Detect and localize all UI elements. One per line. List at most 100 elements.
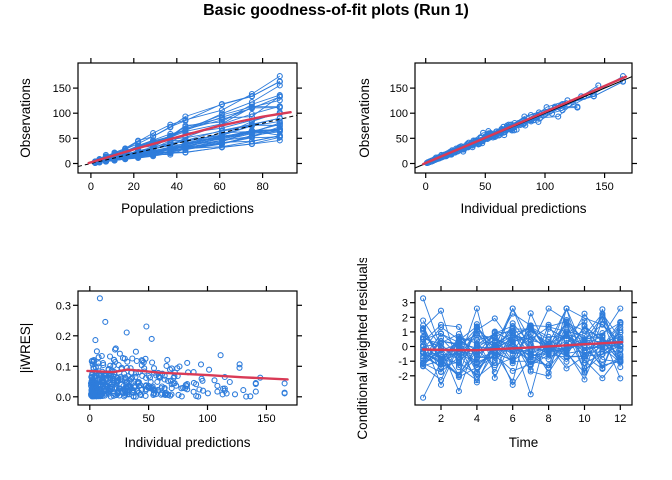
data-point xyxy=(420,317,427,324)
data-point xyxy=(167,123,174,130)
plot-area xyxy=(420,295,624,401)
data-point xyxy=(491,342,498,349)
data-point xyxy=(617,375,624,382)
data-point xyxy=(599,351,606,358)
data-point xyxy=(204,390,211,397)
data-point xyxy=(574,104,581,111)
data-point xyxy=(522,122,529,129)
data-point xyxy=(184,381,191,388)
data-point xyxy=(218,134,225,141)
data-point xyxy=(545,362,552,369)
data-point xyxy=(106,353,114,360)
data-point xyxy=(420,326,427,333)
x-tick-label: 0 xyxy=(88,181,94,193)
data-point xyxy=(581,323,588,330)
data-point xyxy=(455,330,462,338)
data-point xyxy=(509,326,516,333)
data-point xyxy=(455,348,462,355)
data-point xyxy=(617,327,624,334)
data-point xyxy=(167,130,174,137)
axis-ticks xyxy=(410,58,637,178)
y-axis-title: Observations xyxy=(18,78,33,158)
data-point xyxy=(491,374,498,381)
x-tick-label: 150 xyxy=(257,413,275,425)
panel-observations-vs-population-predictions: 0 20 40 60 80 0 50 100 150 Population predictions… xyxy=(18,58,302,216)
data-point xyxy=(473,364,480,371)
data-point xyxy=(527,334,534,341)
data-point xyxy=(509,357,516,364)
data-point xyxy=(437,338,445,345)
data-point xyxy=(218,100,225,108)
data-point xyxy=(581,314,588,322)
data-point xyxy=(473,305,480,312)
x-tick-label: 6 xyxy=(510,413,516,425)
data-points xyxy=(87,295,288,400)
data-point xyxy=(581,347,588,355)
y-tick-label: 2 xyxy=(402,312,408,324)
data-point xyxy=(508,127,516,134)
data-point xyxy=(563,347,570,354)
data-point xyxy=(248,110,255,118)
data-point xyxy=(217,352,224,359)
data-point xyxy=(142,392,149,399)
y-axis-title: Observations xyxy=(357,78,372,158)
data-point xyxy=(491,315,498,322)
data-point xyxy=(150,133,157,140)
data-point xyxy=(162,390,169,397)
data-point xyxy=(455,361,462,368)
data-point xyxy=(420,353,427,360)
x-tick-label: 12 xyxy=(614,413,626,425)
data-point xyxy=(168,381,175,388)
x-tick-label: 80 xyxy=(256,181,268,193)
data-point xyxy=(139,372,146,379)
data-point xyxy=(545,325,552,332)
data-point xyxy=(122,153,129,160)
data-point xyxy=(563,305,570,312)
data-point xyxy=(247,393,254,400)
data-point xyxy=(168,365,175,372)
trend-line xyxy=(87,111,292,165)
data-point xyxy=(138,386,146,393)
x-tick-label: 50 xyxy=(142,413,154,425)
data-point xyxy=(473,377,480,384)
data-point xyxy=(167,121,174,128)
y-tick-label: 50 xyxy=(59,133,71,145)
data-point xyxy=(545,323,552,330)
x-tick-label: 2 xyxy=(438,413,444,425)
data-point xyxy=(114,390,121,397)
data-point xyxy=(88,377,95,384)
data-point xyxy=(164,377,171,384)
data-point xyxy=(437,324,445,331)
data-point xyxy=(599,333,606,340)
data-point xyxy=(555,113,562,120)
data-point xyxy=(95,354,102,361)
data-point xyxy=(276,121,283,128)
data-point xyxy=(182,127,189,134)
data-point xyxy=(545,347,552,354)
data-point xyxy=(161,376,168,383)
data-point xyxy=(455,333,462,340)
data-point xyxy=(527,337,534,344)
data-point xyxy=(176,363,183,370)
data-point xyxy=(182,113,189,120)
data-point xyxy=(146,374,154,381)
data-point xyxy=(276,82,283,89)
data-point xyxy=(164,356,171,363)
data-point xyxy=(100,378,107,385)
y-tick-label: 150 xyxy=(390,83,408,95)
data-point xyxy=(276,97,283,104)
x-axis-title: Population predictions xyxy=(121,201,254,216)
data-point xyxy=(135,153,142,160)
plot-box xyxy=(77,290,298,406)
plot-box xyxy=(414,290,633,406)
data-point xyxy=(509,381,516,388)
data-point xyxy=(158,383,165,390)
data-point xyxy=(211,377,218,384)
data-point xyxy=(243,393,250,400)
trend-line xyxy=(421,341,624,352)
data-point xyxy=(599,312,606,319)
x-axis-title: Individual predictions xyxy=(460,201,586,216)
subject-line xyxy=(422,324,621,366)
y-tick-label: 1 xyxy=(402,327,408,339)
data-point xyxy=(240,387,247,394)
